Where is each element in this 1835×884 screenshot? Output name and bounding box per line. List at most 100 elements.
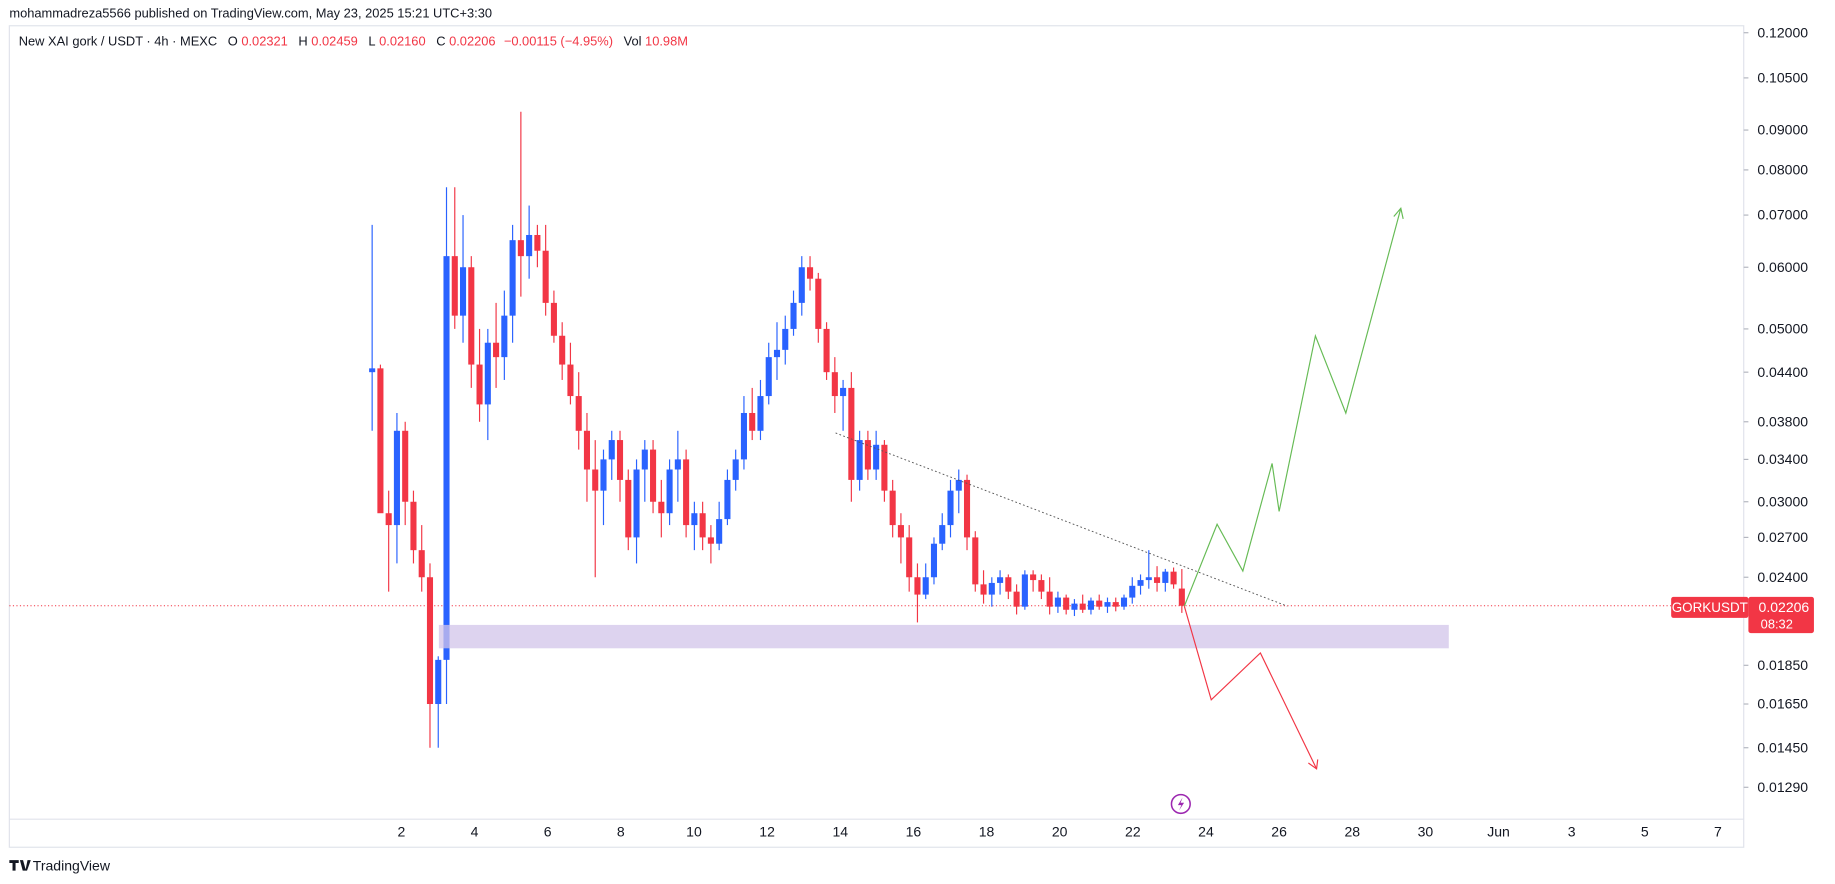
y-tick-label: 0.10500 (1757, 70, 1808, 86)
candle-body (955, 479, 962, 491)
legend-close: 0.02206 (449, 34, 495, 49)
x-tick-label: 28 (1344, 824, 1360, 840)
candle-body (782, 328, 789, 350)
symbol-badge (1671, 596, 1749, 618)
y-tick-label: 0.04400 (1757, 364, 1808, 380)
candle-body (840, 387, 847, 397)
candle-body (393, 430, 400, 526)
candle-body (930, 543, 938, 578)
candle-body (658, 501, 665, 514)
candle-body (864, 440, 871, 470)
y-tick-label: 0.01650 (1757, 696, 1808, 712)
candle-body (459, 267, 467, 316)
candle-body (674, 459, 681, 470)
legend-vol-label: Vol (624, 34, 642, 49)
candle-body (790, 302, 797, 329)
candle-body (418, 550, 425, 578)
logo (9, 860, 31, 871)
bearish-arrowhead (1308, 759, 1319, 770)
trend-line (835, 432, 1288, 607)
legend-vol: 10.98M (645, 34, 688, 49)
candle-body (1170, 571, 1177, 585)
candle-body (939, 525, 946, 544)
legend-title: New XAI gork / USDT · 4h · MEXC (19, 34, 217, 49)
candle-body (650, 449, 657, 502)
x-tick-label: 4 (471, 824, 479, 840)
candle-body (1137, 580, 1144, 586)
candle-body (757, 396, 764, 431)
candle-body (575, 396, 582, 431)
x-tick-label: 10 (686, 824, 702, 840)
publisher-header: mohammadreza5566 published on TradingVie… (9, 6, 492, 21)
y-tick-label: 0.05000 (1757, 321, 1808, 337)
candle-body (1071, 603, 1078, 610)
candle-body (377, 368, 384, 514)
candle-body (608, 440, 615, 460)
x-tick-label: 6 (544, 824, 552, 840)
candle-body (1054, 597, 1061, 607)
y-tick-label: 0.03400 (1757, 451, 1808, 467)
x-tick-label: 24 (1198, 824, 1214, 840)
y-tick-label: 0.01290 (1757, 779, 1808, 795)
bullish-path (1183, 208, 1402, 607)
candle-body (972, 537, 979, 585)
x-tick-label: 5 (1641, 824, 1649, 840)
candle-body (402, 430, 409, 502)
candle-body (914, 577, 921, 595)
candle-body (922, 577, 929, 595)
candle-body (1038, 580, 1045, 592)
y-tick-label: 0.09000 (1757, 122, 1808, 138)
candle-body (1112, 602, 1119, 607)
candle-body (997, 577, 1004, 583)
price-label: 0.02206 (1759, 599, 1810, 615)
candle-body (484, 342, 491, 405)
legend-low: 0.02160 (379, 34, 425, 49)
candle-body (625, 479, 632, 538)
legend-c-label: C (436, 34, 445, 49)
candle-body (724, 479, 731, 520)
legend-change: −0.00115 (−4.95%) (504, 34, 613, 49)
candle-body (526, 234, 533, 257)
x-tick-label: 30 (1418, 824, 1434, 840)
y-tick-label: 0.08000 (1757, 162, 1808, 178)
candle-body (749, 412, 756, 431)
candle-body (1005, 577, 1012, 592)
y-tick-label: 0.12000 (1757, 24, 1808, 40)
candle-body (1104, 602, 1111, 607)
candle-body (732, 459, 739, 480)
y-tick-label: 0.02400 (1757, 569, 1808, 585)
y-tick-label: 0.03800 (1757, 413, 1808, 429)
candle-body (988, 582, 995, 595)
candle-body (550, 302, 557, 336)
candle-body (559, 335, 566, 365)
candle-body (1145, 577, 1152, 581)
candle-body (1096, 600, 1103, 607)
x-tick-label: 14 (832, 824, 848, 840)
watermark: TradingView (33, 858, 111, 874)
legend-open: 0.02321 (241, 34, 287, 49)
symbol-label: GORKUSDT (1672, 600, 1748, 615)
countdown: 08:32 (1761, 616, 1793, 631)
candle-body (1063, 597, 1070, 610)
candle-body (468, 267, 475, 365)
candle-body (906, 537, 913, 578)
legend-o-label: O (228, 34, 238, 49)
candle-body (501, 315, 508, 358)
bearish-path (1183, 606, 1318, 770)
candle-body (1129, 585, 1136, 598)
candle-body (1154, 577, 1161, 583)
candle-body (683, 459, 690, 526)
candle-body (493, 342, 500, 358)
x-tick-label: 22 (1125, 824, 1141, 840)
candle-body (716, 519, 723, 544)
price-badge (1748, 596, 1814, 634)
candle-body (517, 240, 524, 257)
candle-body (1013, 591, 1020, 607)
candle-body (1030, 574, 1037, 581)
legend: New XAI gork / USDT · 4h · MEXC O 0.0232… (19, 34, 688, 49)
candle-body (1087, 600, 1095, 610)
y-tick-label: 0.01850 (1757, 657, 1808, 673)
bullish-arrowhead (1393, 207, 1404, 219)
x-tick-label: 26 (1271, 824, 1287, 840)
